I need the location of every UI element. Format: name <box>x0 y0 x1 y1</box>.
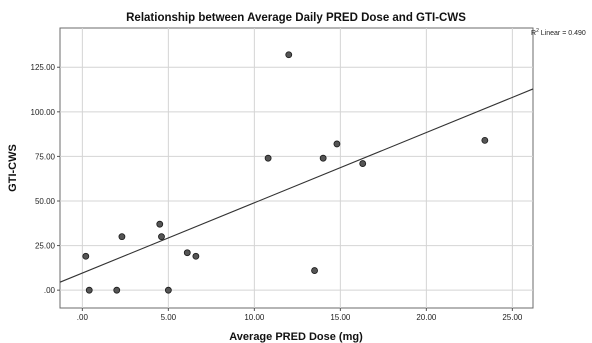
x-tick-label: 15.00 <box>330 313 351 322</box>
data-points <box>82 51 489 294</box>
y-tick-label: 25.00 <box>35 242 56 251</box>
data-point <box>319 154 327 162</box>
data-point <box>164 286 172 294</box>
y-tick-label: 50.00 <box>35 197 56 206</box>
data-point <box>192 252 200 260</box>
x-tick-label: .00 <box>77 313 89 322</box>
x-tick-label: 10.00 <box>244 313 265 322</box>
data-point <box>183 249 191 257</box>
x-tick-label: 25.00 <box>502 313 523 322</box>
r-squared-label: R2 Linear = 0.490 <box>531 28 586 37</box>
fit-line <box>59 88 534 283</box>
data-point <box>158 233 165 241</box>
y-tick-label: 100.00 <box>31 108 56 117</box>
data-point <box>264 154 272 162</box>
data-point <box>85 286 93 294</box>
y-axis-title: GTI-CWS <box>7 144 19 192</box>
x-axis-ticks: .00 5.00 10.00 15.00 20.00 25.00 <box>77 308 523 322</box>
data-point <box>481 136 489 144</box>
data-point <box>359 160 367 167</box>
plot-frame <box>59 27 534 309</box>
data-point <box>113 286 121 294</box>
x-axis-title: Average PRED Dose (mg) <box>229 331 363 343</box>
x-tick-label: 20.00 <box>416 313 437 322</box>
gridlines <box>60 28 533 308</box>
chart-title: Relationship between Average Daily PRED … <box>126 12 466 24</box>
data-point <box>156 220 164 228</box>
y-tick-label: .00 <box>44 286 56 295</box>
data-point <box>285 51 293 59</box>
y-tick-label: 125.00 <box>31 63 56 72</box>
y-tick-label: 75.00 <box>35 152 56 161</box>
y-axis-ticks: .00 25.00 50.00 75.00 100.00 125.00 <box>31 63 60 295</box>
x-tick-label: 5.00 <box>161 313 177 322</box>
data-point <box>82 252 90 260</box>
data-point <box>333 140 341 148</box>
data-point <box>118 233 126 241</box>
data-point <box>311 267 318 274</box>
